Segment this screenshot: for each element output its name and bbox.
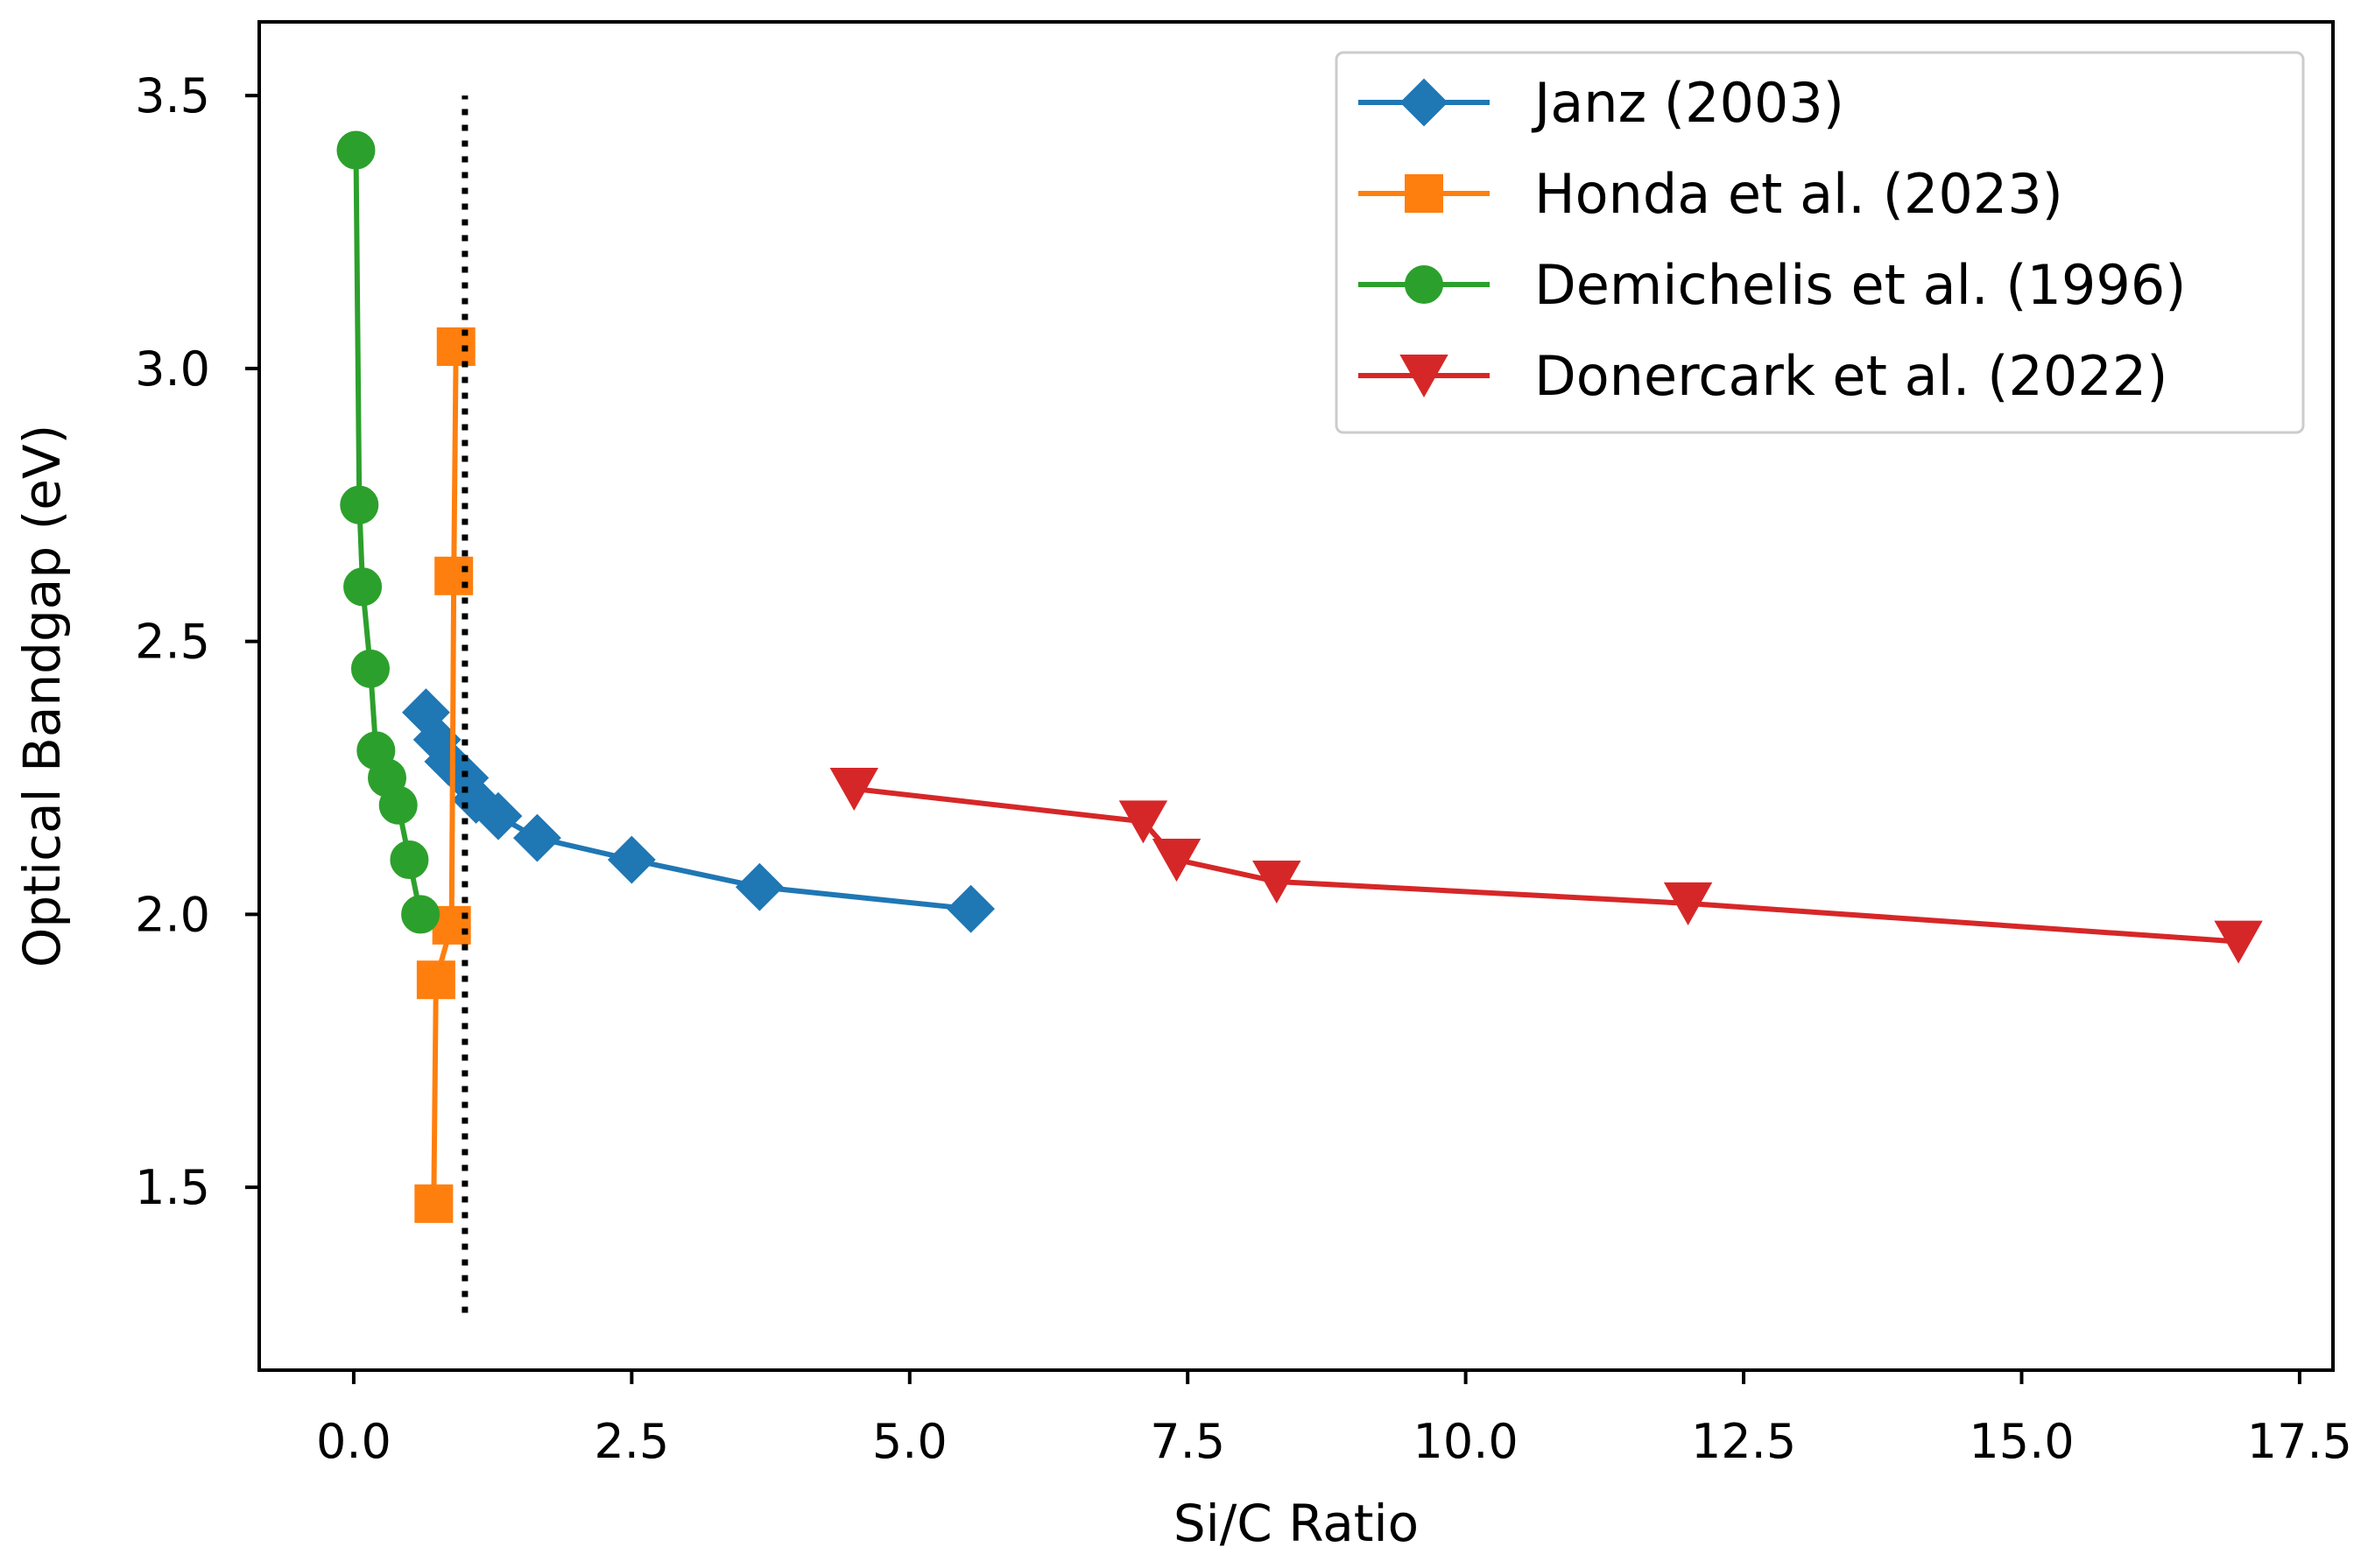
data-point — [401, 895, 440, 934]
legend-marker — [1405, 174, 1443, 213]
legend-marker — [1405, 265, 1443, 304]
data-point — [607, 835, 656, 884]
data-point — [1118, 800, 1168, 844]
legend-marker — [1399, 355, 1448, 398]
data-point — [1663, 882, 1713, 925]
x-tick-label: 15.0 — [1969, 1414, 2074, 1469]
data-point — [829, 767, 879, 812]
data-point — [390, 840, 429, 880]
x-tick-label: 10.0 — [1413, 1414, 1519, 1469]
data-point — [343, 567, 383, 607]
data-point — [414, 1184, 454, 1223]
y-tick-label: 3.0 — [135, 341, 210, 397]
x-tick-label: 2.5 — [594, 1414, 669, 1469]
data-point — [513, 813, 561, 862]
series-4 — [829, 767, 2263, 964]
legend-label: Janz (2003) — [1531, 71, 1844, 135]
y-tick-label: 2.0 — [135, 887, 210, 942]
x-tick-label: 5.0 — [872, 1414, 948, 1469]
legend-box — [1335, 51, 2305, 434]
data-point — [1252, 860, 1301, 904]
data-point — [2214, 920, 2263, 964]
data-point — [436, 327, 476, 366]
data-point — [340, 485, 379, 524]
legend-entry: Demichelis et al. (1996) — [1358, 253, 2186, 317]
data-point — [947, 884, 996, 933]
legend-entry: Janz (2003) — [1358, 71, 1844, 135]
data-point — [416, 960, 455, 1000]
x-tick-label: 17.5 — [2247, 1414, 2352, 1469]
legend-entry: Donercark et al. (2022) — [1358, 344, 2167, 408]
data-point — [1152, 839, 1202, 882]
legend-entry: Honda et al. (2023) — [1358, 162, 2063, 226]
series-3 — [336, 130, 440, 934]
y-axis: 1.5 2.0 2.5 3.0 3.5 — [135, 68, 259, 1215]
plot-frame — [257, 20, 2335, 1372]
x-tick-label: 7.5 — [1150, 1414, 1225, 1469]
y-tick-label: 2.5 — [135, 615, 210, 670]
legend-label: Honda et al. (2023) — [1534, 162, 2063, 226]
series-line — [853, 786, 2239, 945]
data-point — [350, 649, 390, 688]
x-axis-label: Si/C Ratio — [1173, 1494, 1419, 1553]
legend: Janz (2003) Honda et al. (2023) Demichelis… — [1335, 51, 2305, 434]
data-point — [434, 556, 474, 595]
legend-marker — [1399, 78, 1448, 127]
x-axis: 0.0 2.5 5.0 7.5 10.0 12.5 15.0 17.5 — [316, 1370, 2352, 1469]
data-point — [336, 130, 376, 170]
y-tick-label: 3.5 — [135, 68, 210, 123]
data-point — [735, 862, 784, 911]
x-tick-label: 0.0 — [316, 1414, 391, 1469]
y-tick-label: 1.5 — [135, 1160, 210, 1215]
data-point — [474, 791, 523, 840]
data-point — [378, 785, 418, 825]
series-2 — [414, 327, 476, 1223]
x-tick-label: 12.5 — [1691, 1414, 1796, 1469]
legend-label: Demichelis et al. (1996) — [1534, 253, 2186, 317]
legend-label: Donercark et al. (2022) — [1534, 344, 2167, 408]
y-axis-label: Optical Bandgap (eV) — [12, 425, 72, 967]
data-marks — [336, 130, 2263, 1223]
